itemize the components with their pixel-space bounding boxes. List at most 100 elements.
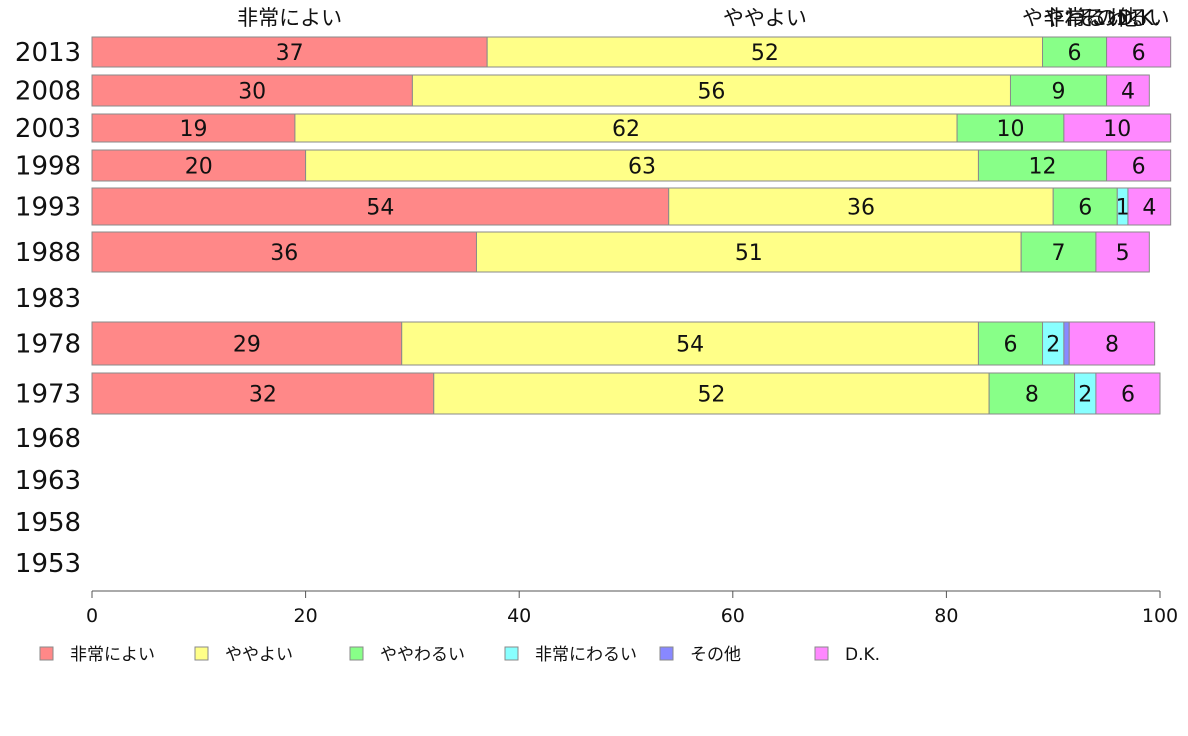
bar-segment xyxy=(294,113,958,143)
legend-swatch xyxy=(39,646,54,661)
x-tick-label: 80 xyxy=(934,605,958,627)
segment-value-label: 63 xyxy=(628,155,656,180)
segment-value-label: 10 xyxy=(996,117,1024,142)
x-tick-label: 0 xyxy=(86,605,98,627)
bar-segment xyxy=(91,187,670,226)
year-label: 2003 xyxy=(15,114,81,144)
segment-value-label: 32 xyxy=(249,383,277,408)
segment-value-label: 20 xyxy=(185,155,213,180)
bar-segment xyxy=(1042,36,1108,68)
legend-label: ややよい xyxy=(225,645,293,665)
bar-segment xyxy=(1009,74,1108,107)
segment-value-label: 62 xyxy=(612,117,640,142)
segment-value-label: 4 xyxy=(1121,80,1135,105)
bar-segment xyxy=(1020,231,1097,273)
bar-segment xyxy=(91,231,477,273)
bar-segment xyxy=(956,113,1065,143)
segment-value-label: 29 xyxy=(233,333,261,358)
bar-segment xyxy=(305,149,979,182)
bar-segment xyxy=(977,149,1108,182)
segment-value-label: 5 xyxy=(1116,241,1130,266)
bar-segment xyxy=(668,187,1054,226)
bar-segment xyxy=(91,372,435,415)
bar-segment xyxy=(1095,372,1161,415)
year-label: 1963 xyxy=(15,466,81,496)
segment-value-label: 2 xyxy=(1046,333,1060,358)
legend-swatch xyxy=(349,646,364,661)
segment-value-label: 8 xyxy=(1025,383,1039,408)
year-label: 1983 xyxy=(15,284,81,314)
segment-value-label: 6 xyxy=(1121,383,1135,408)
year-label: 1968 xyxy=(15,424,81,454)
top-series-label: ややよい xyxy=(723,6,807,30)
segment-value-label: 51 xyxy=(735,241,763,266)
segment-value-label: 52 xyxy=(751,41,779,66)
bar-segment xyxy=(401,321,979,366)
segment-value-label: 6 xyxy=(1132,155,1146,180)
bar-segment xyxy=(1052,187,1118,226)
year-label: 1973 xyxy=(15,380,81,410)
legend-label: 非常にわるい xyxy=(535,645,637,665)
segment-value-label: 6 xyxy=(1068,41,1082,66)
legend-swatch xyxy=(504,646,519,661)
top-series-label: D.K. xyxy=(1117,6,1160,30)
segment-value-label: 8 xyxy=(1105,333,1119,358)
bar-segment xyxy=(1127,187,1172,226)
x-tick-label: 20 xyxy=(294,605,318,627)
bar-segment xyxy=(1068,321,1156,366)
bar-segment xyxy=(1063,113,1172,143)
top-series-label: 非常によい xyxy=(237,6,342,30)
segment-value-label: 30 xyxy=(238,80,266,105)
segment-value-label: 54 xyxy=(366,196,394,221)
year-label: 2008 xyxy=(15,77,81,107)
bar-segment xyxy=(1095,231,1150,273)
year-label: 1978 xyxy=(15,330,81,360)
bar-segment xyxy=(1106,36,1172,68)
bar-segment xyxy=(91,113,296,143)
segment-value-label: 7 xyxy=(1052,241,1066,266)
bar-segment xyxy=(411,74,1011,107)
year-label: 2013 xyxy=(15,38,81,68)
segment-value-label: 6 xyxy=(1003,333,1017,358)
legend-swatch xyxy=(194,646,209,661)
bar-segment xyxy=(91,74,413,107)
legend-label: その他 xyxy=(690,645,741,665)
segment-value-label: 19 xyxy=(179,117,207,142)
legend-label: 非常によい xyxy=(70,645,155,665)
year-label: 1988 xyxy=(15,238,81,268)
segment-value-label: 6 xyxy=(1132,41,1146,66)
segment-value-label: 6 xyxy=(1078,196,1092,221)
segment-value-label: 9 xyxy=(1052,80,1066,105)
bar-segment xyxy=(988,372,1076,415)
legend-swatch xyxy=(659,646,674,661)
segment-value-label: 36 xyxy=(270,241,298,266)
segment-value-label: 1 xyxy=(1116,196,1130,221)
top-series-label: ややわるい xyxy=(1022,6,1127,30)
bar-segment xyxy=(1063,321,1070,366)
x-tick-label: 60 xyxy=(721,605,745,627)
year-label: 1998 xyxy=(15,152,81,182)
segment-value-label: 54 xyxy=(676,333,704,358)
segment-value-label: 36 xyxy=(847,196,875,221)
bar-segment xyxy=(91,149,307,182)
legend-label: D.K. xyxy=(845,645,880,665)
segment-value-label: 10 xyxy=(1103,117,1131,142)
legend-swatch xyxy=(814,646,829,661)
legend-label: ややわるい xyxy=(380,645,465,665)
segment-value-label: 52 xyxy=(697,383,725,408)
year-label: 1958 xyxy=(15,508,81,538)
x-tick-label: 100 xyxy=(1142,605,1178,627)
bar-segment xyxy=(91,321,403,366)
bar-segment xyxy=(1106,74,1150,107)
x-tick-label: 40 xyxy=(507,605,531,627)
top-series-label: 非常にわるい xyxy=(1044,6,1170,30)
top-series-label: その他 xyxy=(1075,6,1138,30)
bar-segment xyxy=(475,231,1022,273)
segment-value-label: 56 xyxy=(697,80,725,105)
segment-value-label: 2 xyxy=(1078,383,1092,408)
segment-value-label: 4 xyxy=(1142,196,1156,221)
bar-segment xyxy=(486,36,1044,68)
segment-value-label: 12 xyxy=(1029,155,1057,180)
bar-segment xyxy=(977,321,1044,366)
